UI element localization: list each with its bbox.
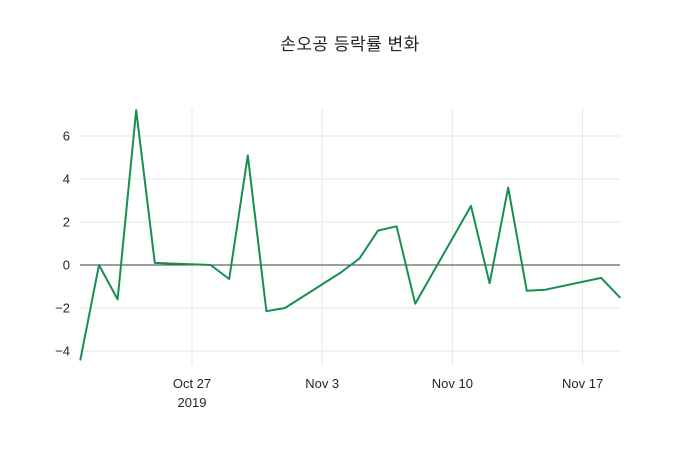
y-axis-tick-label: 0: [63, 258, 70, 273]
x-axis-tick-label: Oct 27: [173, 376, 211, 391]
x-axis-tick-label: Nov 17: [562, 376, 603, 391]
x-axis-tick-label: Nov 10: [432, 376, 473, 391]
y-axis-tick-label: 2: [63, 215, 70, 230]
x-axis-year-label: 2019: [178, 395, 207, 410]
chart-title: 손오공 등락률 변화: [280, 35, 420, 54]
x-axis-tick-label: Nov 3: [305, 376, 339, 391]
y-axis-tick-label: −4: [55, 344, 70, 359]
y-axis-tick-label: 6: [63, 129, 70, 144]
y-axis-tick-label: 4: [63, 172, 70, 187]
y-axis-tick-label: −2: [55, 301, 70, 316]
price-change-line: [79, 109, 621, 361]
